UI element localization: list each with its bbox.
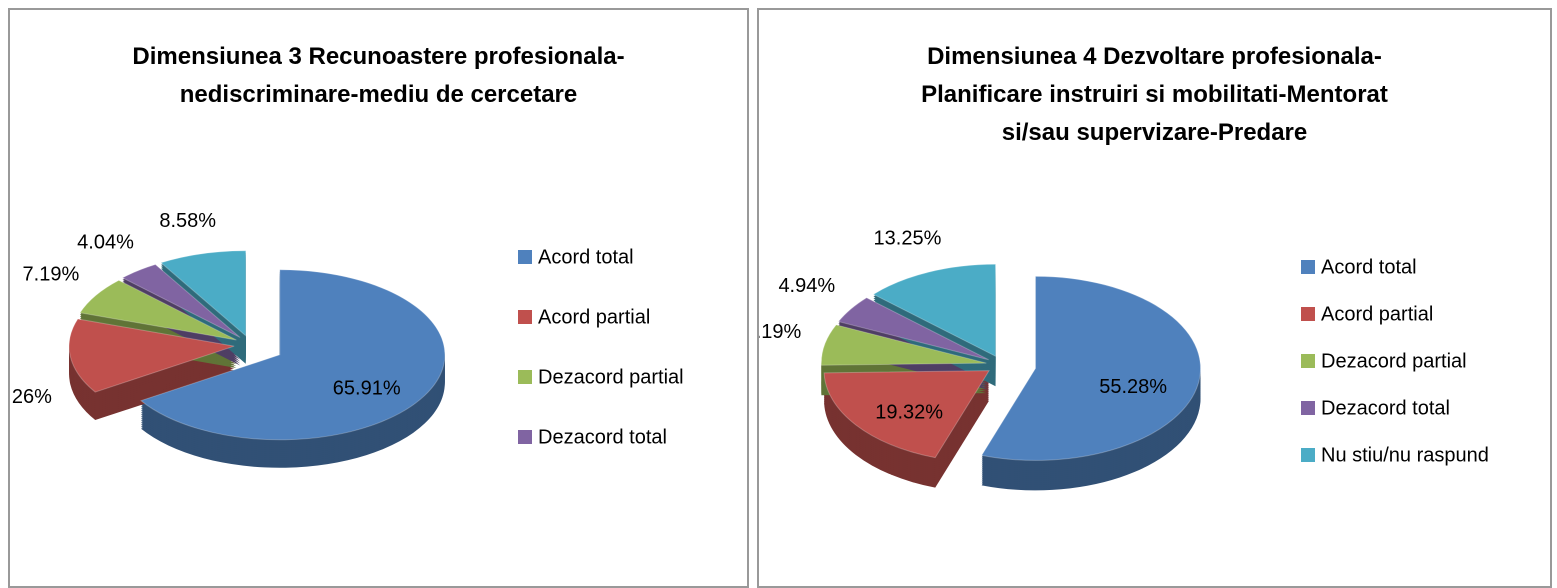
- chart: 55.28% 19.32% 7.19% 4.94% 13.25% Acord total A…: [759, 227, 1489, 491]
- legend-swatch: [1301, 354, 1315, 368]
- legend-swatch: [1301, 307, 1315, 321]
- legend-swatch: [518, 370, 532, 384]
- legend-label: Acord total: [538, 246, 634, 268]
- data-label: 14.26%: [10, 386, 52, 408]
- chart-title: Dimensiunea 4 Dezvoltare profesionala-Pl…: [921, 43, 1388, 146]
- data-label: 8.58%: [159, 210, 216, 232]
- data-label: 7.19%: [759, 321, 802, 343]
- legend-swatch: [518, 250, 532, 264]
- legend-swatch: [518, 310, 532, 324]
- legend-label: Nu stiu/nu raspund: [1321, 444, 1489, 466]
- chart-panel: Dimensiunea 4 Dezvoltare profesionala-Pl…: [757, 8, 1552, 588]
- data-label: 7.19%: [23, 263, 80, 285]
- legend-swatch: [518, 430, 532, 444]
- data-label: 19.32%: [875, 402, 943, 424]
- data-label: 55.28%: [1099, 376, 1167, 398]
- slice: [160, 250, 247, 337]
- legend-label: Acord partial: [538, 306, 650, 328]
- legend-label: Acord partial: [1321, 303, 1433, 325]
- legend-label: Dezacord partial: [538, 366, 684, 388]
- legend-swatch: [1301, 260, 1315, 274]
- slice: [68, 318, 235, 393]
- slice: [837, 297, 989, 361]
- legend-label: Acord total: [1321, 256, 1417, 278]
- chart-title: Dimensiunea 3 Recunoastere profesionala-…: [132, 43, 625, 108]
- chart: 65.91% 14.26% 7.19% 4.04% 8.58% Acord total Ac…: [10, 210, 684, 468]
- legend-label: Dezacord total: [1321, 397, 1450, 419]
- legend-swatch: [1301, 401, 1315, 415]
- slice: [823, 370, 990, 459]
- slice: [820, 324, 987, 366]
- chart-panel: Dimensiunea 3 Recunoastere profesionala-…: [8, 8, 749, 588]
- slice: [872, 263, 997, 358]
- slice: [980, 275, 1201, 461]
- legend-label: Dezacord partial: [1321, 350, 1467, 372]
- slice: [79, 279, 237, 341]
- slice: [139, 269, 446, 441]
- data-label: 4.94%: [778, 275, 835, 297]
- data-label: 4.04%: [77, 232, 134, 254]
- data-label: 65.91%: [333, 378, 401, 400]
- legend-label: Dezacord total: [538, 426, 667, 448]
- legend-swatch: [1301, 448, 1315, 462]
- data-label: 13.25%: [874, 227, 942, 249]
- slice: [121, 263, 241, 338]
